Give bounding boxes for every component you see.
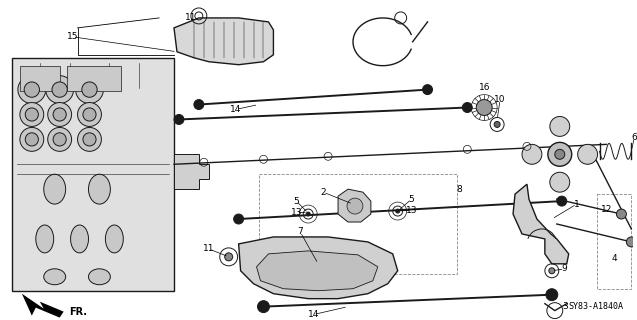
Text: 14: 14 <box>308 310 319 319</box>
Text: 10: 10 <box>494 95 506 104</box>
Circle shape <box>550 172 569 192</box>
Circle shape <box>548 142 571 166</box>
Text: FR.: FR. <box>69 307 88 316</box>
Circle shape <box>494 122 500 127</box>
Circle shape <box>78 102 101 126</box>
Circle shape <box>25 108 38 121</box>
Polygon shape <box>513 184 569 264</box>
Text: 5: 5 <box>294 196 299 206</box>
Text: 2: 2 <box>320 188 326 197</box>
Circle shape <box>306 212 310 216</box>
Circle shape <box>25 133 38 146</box>
Circle shape <box>78 127 101 151</box>
Circle shape <box>53 108 66 121</box>
Bar <box>67 66 121 91</box>
Circle shape <box>83 133 96 146</box>
Text: 9: 9 <box>562 264 568 273</box>
Circle shape <box>546 289 558 301</box>
Text: 5: 5 <box>409 195 415 204</box>
Circle shape <box>626 237 636 247</box>
Bar <box>259 174 457 274</box>
Ellipse shape <box>44 269 66 285</box>
Circle shape <box>257 301 269 313</box>
Text: 8: 8 <box>457 185 462 194</box>
Circle shape <box>194 100 204 109</box>
Text: 15: 15 <box>67 32 78 41</box>
Ellipse shape <box>89 269 110 285</box>
Text: 3: 3 <box>562 302 568 311</box>
Circle shape <box>174 115 184 124</box>
Polygon shape <box>239 237 397 299</box>
Ellipse shape <box>36 225 54 253</box>
Polygon shape <box>257 251 378 291</box>
Bar <box>12 58 174 291</box>
Circle shape <box>18 76 46 104</box>
Circle shape <box>550 116 569 136</box>
Circle shape <box>476 100 492 116</box>
Polygon shape <box>174 154 209 189</box>
Text: 12: 12 <box>601 204 612 213</box>
Ellipse shape <box>44 174 66 204</box>
Circle shape <box>422 84 433 95</box>
Text: SY83-A1840A: SY83-A1840A <box>568 302 624 311</box>
Polygon shape <box>338 189 371 222</box>
Circle shape <box>557 196 567 206</box>
Text: 13: 13 <box>290 208 302 217</box>
Text: 4: 4 <box>612 254 617 263</box>
Text: 13: 13 <box>406 205 417 215</box>
Circle shape <box>48 102 71 126</box>
Bar <box>597 194 631 289</box>
Circle shape <box>225 253 233 261</box>
Polygon shape <box>174 18 273 65</box>
Circle shape <box>555 149 565 159</box>
Circle shape <box>20 127 44 151</box>
Circle shape <box>53 133 66 146</box>
Circle shape <box>522 144 542 164</box>
Circle shape <box>617 209 626 219</box>
Circle shape <box>83 108 96 121</box>
Text: 7: 7 <box>297 228 303 236</box>
Polygon shape <box>22 294 64 317</box>
Bar <box>20 66 60 91</box>
Circle shape <box>76 76 103 104</box>
Text: 16: 16 <box>478 83 490 92</box>
Circle shape <box>48 127 71 151</box>
Circle shape <box>52 82 68 97</box>
Text: 11: 11 <box>203 244 215 253</box>
Circle shape <box>462 102 472 113</box>
Circle shape <box>347 198 363 214</box>
Circle shape <box>82 82 97 97</box>
Circle shape <box>46 76 74 104</box>
Circle shape <box>549 268 555 274</box>
Circle shape <box>24 82 39 97</box>
Text: 6: 6 <box>631 133 637 142</box>
Circle shape <box>20 102 44 126</box>
Text: 11: 11 <box>185 13 197 22</box>
Circle shape <box>578 144 598 164</box>
Ellipse shape <box>89 174 110 204</box>
Circle shape <box>234 214 243 224</box>
Circle shape <box>396 209 399 213</box>
Text: 14: 14 <box>230 105 241 114</box>
Ellipse shape <box>71 225 89 253</box>
Text: 1: 1 <box>574 200 580 209</box>
Ellipse shape <box>105 225 124 253</box>
